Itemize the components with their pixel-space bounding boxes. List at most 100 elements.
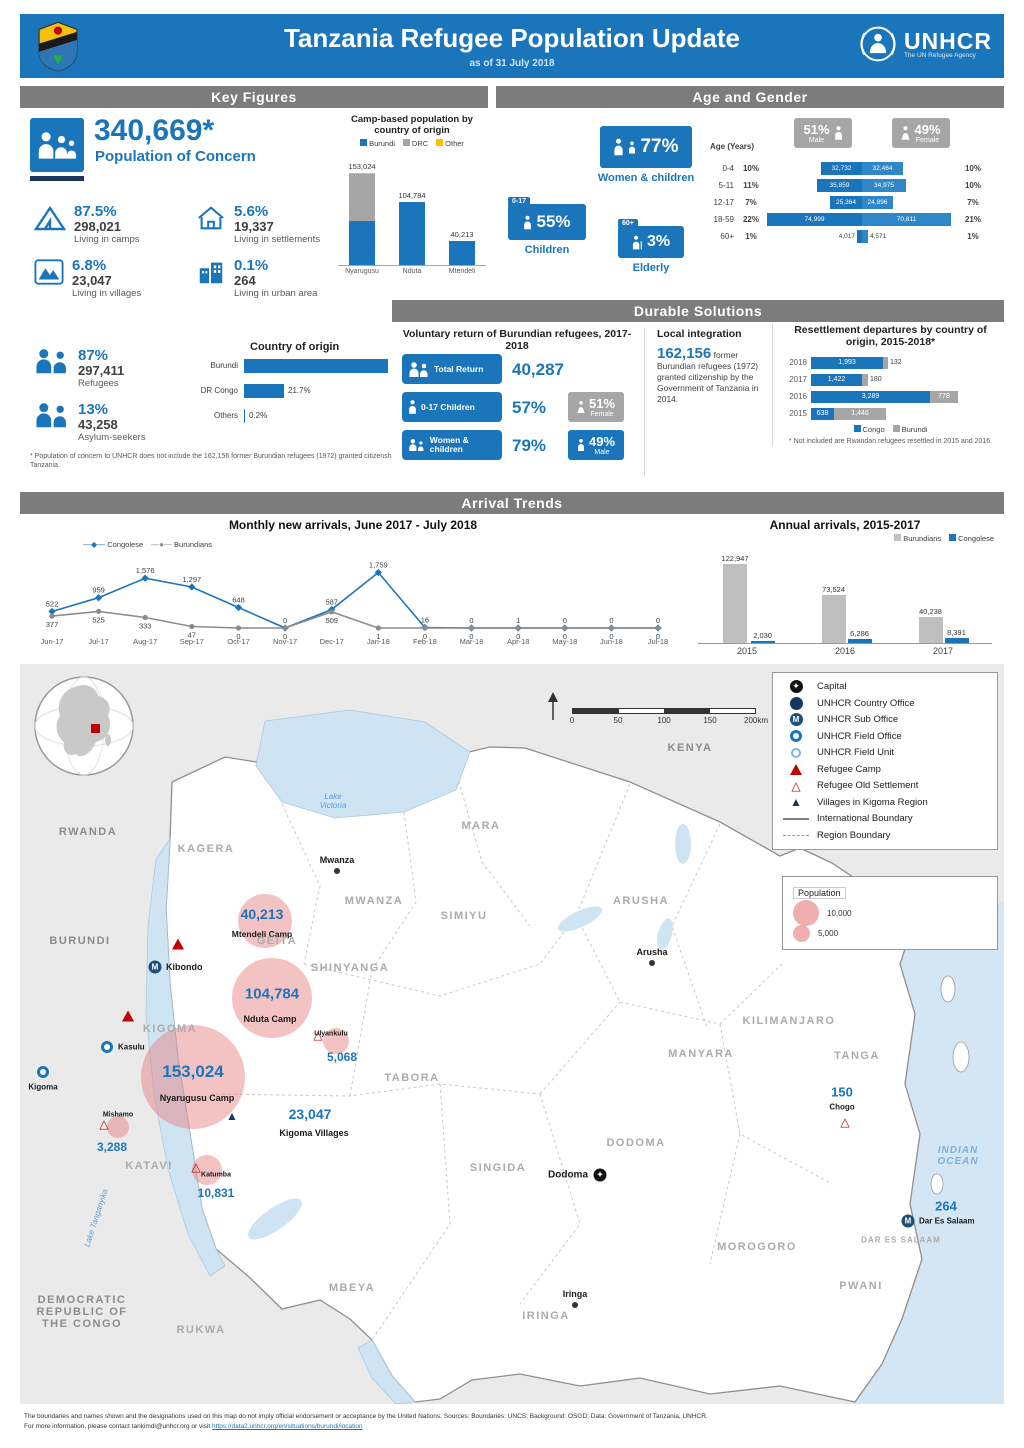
elderly-icon — [632, 235, 642, 249]
camp-bar-segment — [349, 221, 375, 265]
resettlement-year-label: 2017 — [789, 375, 807, 384]
annual-year-label: 2015 — [736, 646, 758, 656]
annual-bar-wrap: 73,524 — [821, 585, 846, 643]
legend-item: Congo — [853, 425, 885, 434]
field-marker-icon — [101, 1041, 113, 1053]
resettlement-bar-segment: 778 — [930, 390, 958, 403]
woman-icon — [614, 138, 624, 156]
unhcr-tagline: The UN Refugee Agency — [903, 51, 976, 59]
data-label: 0 — [236, 632, 240, 641]
data-point — [608, 625, 615, 631]
legend-row-sub: M UNHCR Sub Office — [782, 713, 988, 726]
female-icon — [577, 401, 585, 413]
data-label: 648 — [232, 596, 245, 605]
annual-year-label: 2016 — [834, 646, 856, 656]
marker-label: Kigoma — [28, 1082, 58, 1092]
male-icon — [577, 439, 584, 451]
data-point — [562, 625, 568, 631]
capital-marker-icon: ✦ — [593, 1168, 607, 1182]
stat-living-in-urban-area: 0.1% 264 Living in urban area — [196, 258, 317, 299]
stat-value: 297,411 — [78, 363, 125, 378]
camp-category-label: Mtendeli — [448, 268, 476, 275]
bubble-name-label: Chogo — [829, 1102, 855, 1112]
map-label-region: SHINYANGA — [310, 962, 390, 974]
resettlement-bar-segment — [862, 373, 868, 386]
legend-label: UNHCR Field Unit — [817, 747, 895, 758]
age-gender-header: Age and Gender — [496, 86, 1004, 108]
annual-bar-wrap: 6,286 — [847, 629, 872, 643]
legend-item: Burundians — [894, 534, 941, 543]
camp-marker-icon — [122, 1010, 134, 1022]
data-portal-link[interactable]: https://data2.unhcr.org/en/situations/bu… — [211, 1423, 363, 1430]
field-legend-icon — [790, 730, 802, 742]
bubble-name-label: Ulyankulu — [314, 1030, 348, 1038]
pyramid-male-pct: 10% — [742, 164, 759, 173]
population-bubble — [141, 1025, 245, 1129]
pemba-island — [940, 975, 956, 1003]
origin-category-label: DR Congo — [200, 386, 238, 395]
data-point — [96, 608, 102, 614]
map-label-region: SIMIYU — [440, 910, 488, 922]
map-label-region-sm: DAR ES SALAAM — [861, 1235, 941, 1245]
resettlement-year-label: 2016 — [789, 392, 807, 401]
data-label: 0 — [283, 616, 287, 625]
camp-bar — [349, 173, 375, 265]
children-box: 55% — [508, 204, 586, 240]
resettlement-legend: Congo Burundi — [783, 425, 998, 434]
female-pct: 49% — [914, 122, 941, 137]
pill-label: Total Return — [434, 363, 484, 374]
stat-value: 264 — [234, 273, 256, 288]
resettlement-bar-segment: 1,993 — [811, 356, 883, 369]
resettlement-bar-segment: 638 — [811, 407, 834, 420]
camp-population-chart: Camp-based population by country of orig… — [338, 114, 486, 275]
zanzibar-island — [952, 1041, 970, 1073]
pyramid-male-pct: 22% — [742, 215, 759, 224]
map-label-region: MARA — [461, 820, 501, 832]
camp-category-label: Nduta — [402, 268, 422, 275]
lake-rukwa-shape — [248, 1198, 302, 1240]
population-legend-rows: 10,000 5,000 — [793, 900, 987, 943]
stat-label: Living in settlements — [234, 234, 321, 245]
x-axis-label: Aug-17 — [133, 637, 157, 646]
bubble-name-label: Mishamo — [102, 1111, 134, 1119]
population-bubble — [323, 1028, 349, 1054]
pyramid-female-value: 4,571 — [870, 233, 887, 240]
pyramid-female-bar — [862, 230, 868, 243]
refugees-icon — [36, 349, 66, 374]
data-label: 522 — [46, 600, 59, 609]
data-point — [375, 625, 381, 631]
x-axis-label: Jul-17 — [88, 637, 108, 646]
legend-row-unit: UNHCR Field Unit — [782, 746, 988, 759]
pyramid-male-bar: 35,859 — [817, 179, 862, 192]
page-subtitle: as of 31 July 2018 — [469, 58, 555, 69]
tent-icon — [34, 205, 66, 231]
camp-total-label: 40,213 — [450, 230, 474, 239]
children-return-value: 57% — [512, 398, 547, 417]
stat-asylum-seekers: 13% 43,258 Asylum-seekers — [34, 402, 146, 443]
disclaimer-line: The boundaries and names shown and the d… — [24, 1413, 708, 1420]
map-markers-layer: M Kibondo Kasulu Kigoma Mwanza Arusha ✦ Dodoma I… — [20, 664, 1004, 1404]
x-axis-label: Jan-18 — [367, 637, 390, 646]
data-label: 1 — [516, 616, 520, 625]
resettlement-bar-segment: 1,422 — [811, 373, 862, 386]
monthly-arrivals-chart: Monthly new arrivals, June 2017 - July 2… — [28, 518, 678, 658]
resettlement-bar-segment: 3,289 — [811, 390, 930, 403]
return-row-children: 0-17 Children — [402, 392, 502, 422]
x-axis-label: Jun-17 — [41, 637, 64, 646]
marker-label: Kasulu — [118, 1042, 145, 1052]
data-label: 959 — [92, 586, 105, 595]
pyramid-male-bar-wrap: 35,859 — [764, 179, 862, 192]
population-circle — [793, 924, 810, 942]
map-label-region: KAGERA — [177, 843, 235, 855]
annual-bar-group: 122,947 2,030 — [721, 554, 775, 643]
data-point — [142, 614, 148, 621]
elderly-pct: 3% — [646, 233, 671, 250]
stat-value: 19,337 — [234, 219, 274, 234]
pyramid-male-bar-wrap: 4,017 — [764, 230, 862, 243]
pyramid-female-bar: 34,975 — [862, 179, 906, 192]
resettlement-row: 2018 1,993 132 — [783, 354, 998, 371]
durable-solutions-header: Durable Solutions — [392, 300, 1004, 322]
bubble-value-label: 10,831 — [197, 1186, 235, 1200]
pyramid-male-pct: 7% — [745, 198, 757, 207]
pyramid-female-pct: 21% — [964, 215, 981, 224]
